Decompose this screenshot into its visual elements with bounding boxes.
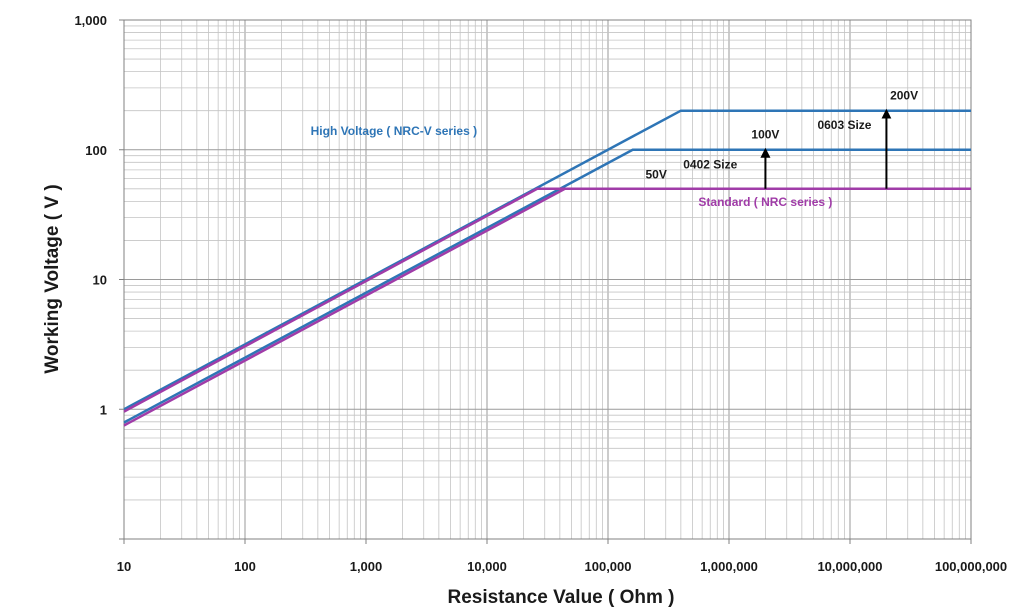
size-arrows xyxy=(760,108,892,189)
y-axis-title: Working Voltage ( V ) xyxy=(42,184,63,373)
series-line-4 xyxy=(123,187,566,427)
annotation-label: 0402 Size xyxy=(683,157,737,171)
y-tick-label: 10 xyxy=(93,273,107,288)
x-tick-label: 10 xyxy=(117,559,131,574)
x-tick-label: 100,000 xyxy=(585,559,632,574)
grid xyxy=(123,20,971,540)
x-tick-label: 1,000,000 xyxy=(700,559,758,574)
annotation-label: High Voltage ( NRC-V series ) xyxy=(311,124,477,138)
annotation-label: 50V xyxy=(645,168,666,182)
annotation-label: 0603 Size xyxy=(817,118,871,132)
y-tick-label: 1,000 xyxy=(74,13,107,28)
x-axis-title: Resistance Value ( Ohm ) xyxy=(447,587,674,608)
x-tick-label: 10,000 xyxy=(467,559,507,574)
annotations: High Voltage ( NRC-V series ) Standard ( … xyxy=(311,88,918,209)
x-tick-label: 100,000,000 xyxy=(935,559,1007,574)
series-line-2 xyxy=(123,148,971,424)
x-tick-label: 100 xyxy=(234,559,256,574)
series-line-3 xyxy=(123,187,971,413)
tick-labels: 10 100 1,000 10,000 100,000 1,000,000 10,000,0… xyxy=(74,13,1007,574)
annotation-label: 100V xyxy=(751,128,779,142)
series-lines xyxy=(123,109,971,427)
x-tick-label: 10,000,000 xyxy=(817,559,882,574)
x-tick-label: 1,000 xyxy=(350,559,383,574)
annotation-label: 200V xyxy=(890,88,918,102)
plot-frame xyxy=(119,19,972,544)
y-tick-label: 1 xyxy=(100,402,107,417)
y-tick-label: 100 xyxy=(85,143,107,158)
series-line-1 xyxy=(123,109,971,411)
annotation-label: Standard ( NRC series ) xyxy=(698,195,832,209)
